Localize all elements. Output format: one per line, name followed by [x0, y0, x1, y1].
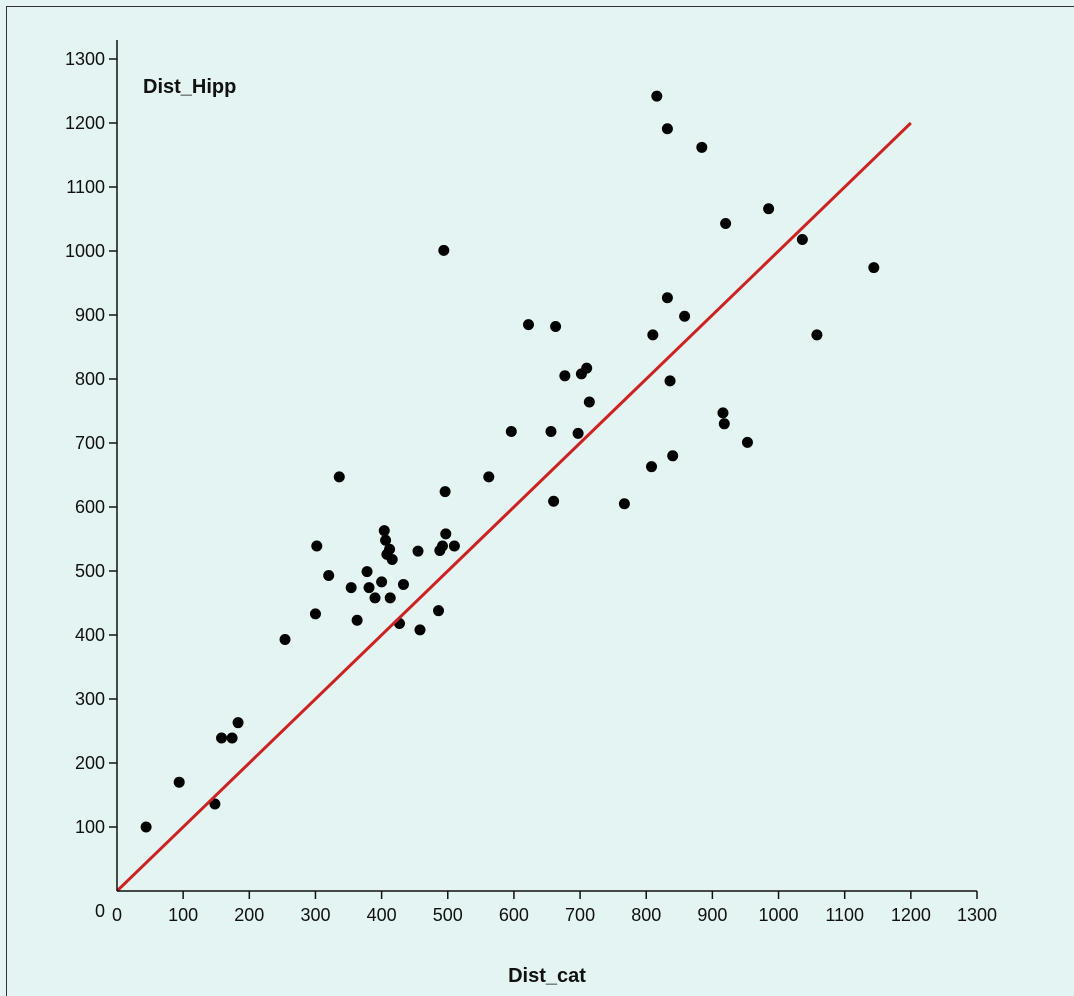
data-point: [717, 407, 729, 419]
data-point: [763, 203, 775, 215]
data-point: [679, 310, 691, 322]
data-point: [414, 624, 426, 636]
x-tick-label: 0: [112, 905, 122, 925]
data-point: [647, 329, 659, 341]
data-point: [380, 534, 392, 546]
data-point: [351, 614, 363, 626]
data-point: [369, 592, 381, 604]
data-point: [583, 396, 595, 408]
y-tick-label: 1000: [65, 241, 105, 261]
data-point: [438, 244, 450, 256]
y-tick-label: 100: [75, 817, 105, 837]
y-tick-label: 200: [75, 753, 105, 773]
data-point: [545, 425, 557, 437]
data-point: [412, 545, 424, 557]
data-point: [618, 498, 630, 510]
data-point: [311, 540, 323, 552]
y-tick-label: 700: [75, 433, 105, 453]
y-tick-label: 900: [75, 305, 105, 325]
y-tick-label: 400: [75, 625, 105, 645]
data-point: [384, 543, 396, 555]
y-ticks: 0 100 200 300 400 500 600 700 800 900 1000 1100 1200…: [65, 49, 117, 921]
x-tick-label: 200: [234, 905, 264, 925]
data-point: [505, 425, 517, 437]
data-point: [309, 608, 321, 620]
data-point: [378, 525, 390, 537]
x-tick-label: 1300: [957, 905, 997, 925]
y-tick-label: 300: [75, 689, 105, 709]
data-point: [363, 582, 375, 594]
data-point: [651, 90, 663, 102]
x-tick-label: 1200: [891, 905, 931, 925]
x-axis-title: Dist_cat: [508, 965, 586, 985]
y-tick-label: 600: [75, 497, 105, 517]
data-point: [741, 436, 753, 448]
x-tick-label: 1100: [825, 905, 864, 925]
y-tick-label: 1200: [65, 113, 105, 133]
chart-frame: [6, 6, 1074, 996]
data-point: [646, 461, 658, 473]
data-point: [550, 321, 562, 333]
data-point: [333, 471, 345, 483]
x-tick-label: 400: [367, 905, 397, 925]
data-point: [397, 578, 409, 590]
y-tick-label: 500: [75, 561, 105, 581]
data-point: [433, 605, 445, 617]
data-point: [661, 123, 673, 135]
data-point: [140, 821, 152, 833]
data-point: [483, 471, 495, 483]
data-point: [226, 732, 238, 744]
data-point: [216, 732, 228, 744]
data-point: [361, 566, 373, 578]
y-tick-label: 800: [75, 369, 105, 389]
data-point: [718, 418, 730, 430]
data-point: [572, 427, 584, 439]
data-point: [279, 633, 291, 645]
x-tick-label: 300: [300, 905, 330, 925]
data-point: [384, 592, 396, 604]
data-point: [440, 528, 452, 540]
y-tick-label: 1100: [66, 177, 105, 197]
data-point: [720, 217, 732, 229]
data-point: [796, 233, 808, 245]
data-point: [667, 450, 679, 462]
data-point: [345, 582, 357, 594]
data-point: [559, 370, 571, 382]
points-layer: [140, 90, 880, 833]
data-point: [436, 540, 448, 552]
data-point: [386, 553, 398, 565]
x-ticks: 0 100 200 300 400 500 600 700 800 900 1000 1100 1200…: [112, 891, 997, 925]
y-axis-title: Dist_Hipp: [143, 76, 236, 98]
data-point: [376, 576, 388, 588]
y-tick-label: 0: [95, 901, 105, 921]
data-point: [173, 776, 185, 788]
data-point: [522, 319, 534, 331]
x-tick-label: 700: [565, 905, 595, 925]
x-tick-label: 1000: [759, 905, 799, 925]
y-tick-label: 1300: [65, 49, 105, 69]
x-tick-label: 500: [433, 905, 463, 925]
data-point: [232, 717, 244, 729]
x-tick-label: 800: [631, 905, 661, 925]
data-point: [548, 495, 560, 507]
data-point: [696, 141, 708, 153]
x-tick-label: 600: [499, 905, 529, 925]
x-tick-label: 100: [168, 905, 198, 925]
x-tick-label: 900: [697, 905, 727, 925]
data-point: [811, 329, 823, 341]
data-point: [664, 375, 676, 387]
fit-line: [115, 121, 912, 893]
data-point: [439, 486, 451, 498]
data-point: [868, 262, 880, 274]
data-point: [661, 292, 673, 304]
data-point: [581, 362, 593, 374]
data-point: [209, 798, 221, 810]
data-point: [323, 569, 335, 581]
data-point: [448, 540, 460, 552]
